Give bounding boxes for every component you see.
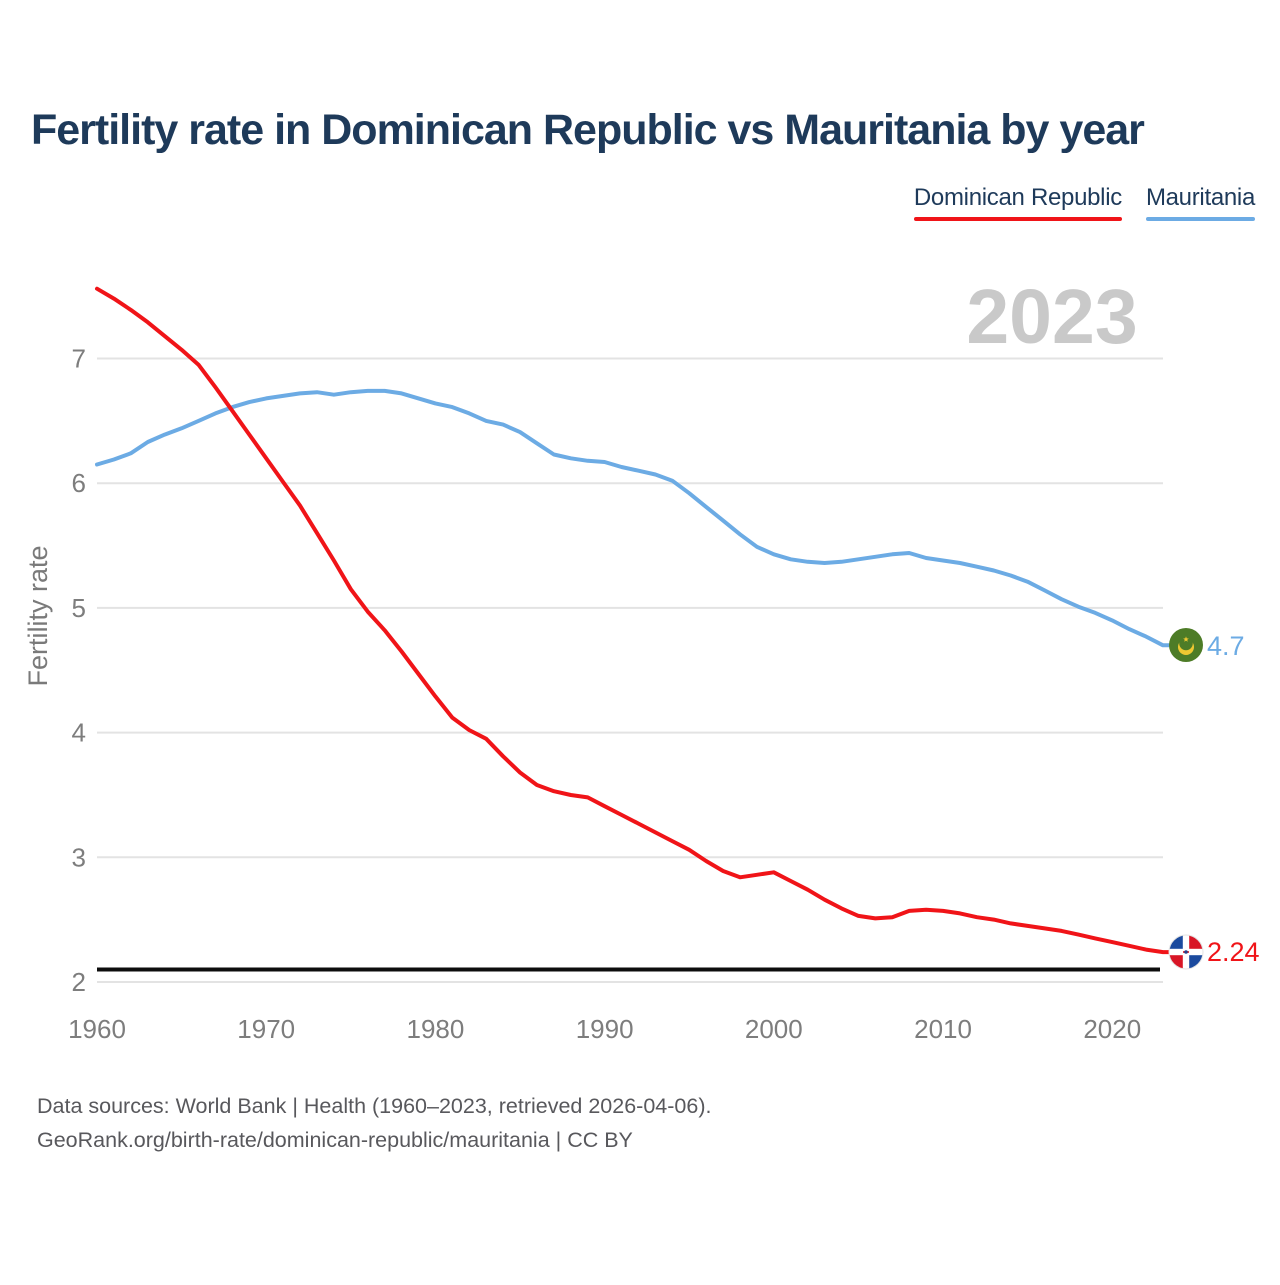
- y-axis-title: Fertility rate: [23, 545, 53, 686]
- legend-item-mauritania[interactable]: Mauritania: [1145, 184, 1255, 221]
- watermark-year: 2023: [966, 274, 1137, 360]
- legend-item-dominican-republic[interactable]: Dominican Republic: [913, 184, 1122, 221]
- y-tick-label-7: 7: [72, 344, 86, 374]
- footer-attribution: GeoRank.org/birth-rate/dominican-republi…: [37, 1128, 633, 1152]
- grid-layer: 2 3 4 5 6 7 1960 1970 1980 1990 2000 2010 2020: [68, 344, 1163, 1044]
- legend-label-mauritania: Mauritania: [1145, 184, 1255, 211]
- dominican-republic-end-label: 2.24: [1207, 937, 1260, 967]
- y-tick-label-3: 3: [72, 842, 86, 872]
- y-tick-label-6: 6: [72, 468, 86, 498]
- legend-underline-dominican-republic: [913, 217, 1122, 221]
- x-tick-label-1980: 1980: [406, 1014, 464, 1044]
- x-tick-label-1990: 1990: [576, 1014, 634, 1044]
- y-tick-label-4: 4: [72, 718, 86, 748]
- page-title: Fertility rate in Dominican Republic vs …: [31, 106, 1145, 154]
- mauritania-flag-icon: [1169, 628, 1203, 662]
- x-tick-label-2020: 2020: [1083, 1014, 1141, 1044]
- legend-underline-mauritania: [1145, 217, 1255, 221]
- x-tick-label-1960: 1960: [68, 1014, 126, 1044]
- y-tick-label-5: 5: [72, 593, 86, 623]
- chart-legend: Dominican Republic Mauritania: [913, 184, 1255, 221]
- y-tick-label-2: 2: [72, 967, 86, 997]
- chart-footer: Data sources: World Bank | Health (1960–…: [37, 1089, 711, 1157]
- x-tick-label-1970: 1970: [237, 1014, 295, 1044]
- legend-label-dominican-republic: Dominican Republic: [913, 184, 1122, 211]
- mauritania-line: [95, 388, 1171, 648]
- dominican-republic-line: [95, 286, 1171, 955]
- footer-sources: Data sources: World Bank | Health (1960–…: [37, 1094, 712, 1118]
- series-layer: [95, 286, 1171, 955]
- x-tick-label-2010: 2010: [914, 1014, 972, 1044]
- mauritania-end-label: 4.7: [1207, 631, 1245, 661]
- dominican-republic-flag-icon: [1168, 934, 1204, 970]
- x-tick-label-2000: 2000: [745, 1014, 803, 1044]
